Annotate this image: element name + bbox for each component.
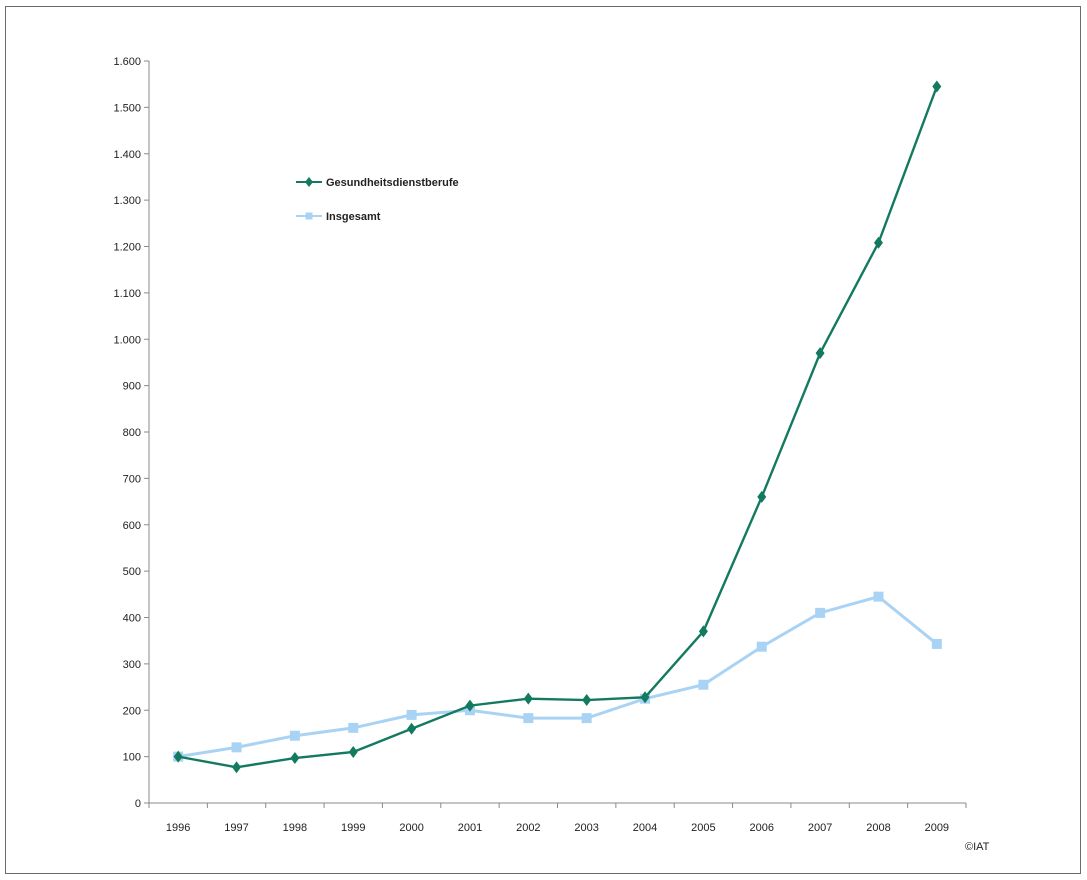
data-point xyxy=(932,80,942,93)
data-point xyxy=(289,730,300,741)
data-point xyxy=(873,236,883,249)
data-point xyxy=(348,722,359,733)
data-point xyxy=(581,713,592,724)
y-tick-label: 400 xyxy=(123,613,141,625)
data-point xyxy=(873,591,884,602)
x-tick-label: 1998 xyxy=(283,822,307,834)
data-point xyxy=(931,638,942,649)
data-point xyxy=(815,347,825,360)
y-tick-label: 1.500 xyxy=(113,102,141,114)
data-point xyxy=(465,699,475,712)
data-point xyxy=(815,607,826,618)
series-line xyxy=(177,86,938,769)
chart-frame xyxy=(5,6,1081,874)
data-point xyxy=(290,752,300,765)
y-tick-label: 300 xyxy=(123,659,141,671)
series-line xyxy=(177,594,938,759)
y-axis: 0 100 200 300 400 500 600 700 800 900 1.000 1.100 1.… xyxy=(113,56,150,810)
data-point xyxy=(523,713,534,724)
y-tick-label: 600 xyxy=(123,520,141,532)
x-tick-label: 2009 xyxy=(925,822,949,834)
data-point xyxy=(348,745,358,758)
data-point xyxy=(640,691,650,704)
data-point xyxy=(406,709,417,720)
legend-label: Gesundheitsdienstberufe xyxy=(326,177,459,189)
y-tick-label: 1.600 xyxy=(113,56,141,68)
x-tick-label: 1997 xyxy=(224,822,248,834)
legend-label: Insgesamt xyxy=(326,211,381,223)
y-tick-label: 1.400 xyxy=(113,149,141,161)
credit-text: ©IAT xyxy=(965,841,990,853)
y-tick-label: 500 xyxy=(123,566,141,578)
data-point xyxy=(757,490,767,503)
x-tick-label: 2002 xyxy=(516,822,540,834)
x-tick-label: 2005 xyxy=(691,822,715,834)
data-point xyxy=(698,625,708,638)
x-tick-label: 2004 xyxy=(633,822,657,834)
x-tick-label: 2000 xyxy=(399,822,423,834)
y-tick-label: 0 xyxy=(135,798,141,810)
data-point xyxy=(756,641,767,652)
y-tick-label: 1.000 xyxy=(113,334,141,346)
data-point xyxy=(407,722,417,735)
legend-marker xyxy=(305,177,313,187)
y-tick-label: 200 xyxy=(123,705,141,717)
x-tick-label: 2008 xyxy=(866,822,890,834)
y-tick-label: 1.100 xyxy=(113,288,141,300)
data-point xyxy=(173,750,183,763)
data-point xyxy=(231,742,242,753)
legend-marker xyxy=(305,212,313,220)
series-insgesamt xyxy=(173,591,942,762)
y-tick-label: 1.300 xyxy=(113,195,141,207)
x-tick-label: 1996 xyxy=(166,822,190,834)
data-point xyxy=(232,761,242,774)
data-point xyxy=(698,679,709,690)
legend-item: Insgesamt xyxy=(296,211,381,223)
data-point xyxy=(582,694,592,707)
y-tick-label: 1.200 xyxy=(113,242,141,254)
data-point xyxy=(523,692,533,705)
x-tick-label: 2003 xyxy=(574,822,598,834)
x-axis: 1996 1997 1998 1999 2000 2001 2002 2003 2004 2005… xyxy=(148,802,967,834)
y-tick-label: 800 xyxy=(123,427,141,439)
legend: Gesundheitsdienstberufe Insgesamt xyxy=(296,177,459,223)
y-tick-label: 700 xyxy=(123,473,141,485)
legend-item: Gesundheitsdienstberufe xyxy=(296,177,459,189)
series-layer xyxy=(173,80,942,774)
x-tick-label: 1999 xyxy=(341,822,365,834)
x-tick-label: 2006 xyxy=(750,822,774,834)
y-tick-label: 100 xyxy=(123,752,141,764)
x-tick-label: 2001 xyxy=(458,822,482,834)
y-tick-label: 900 xyxy=(123,381,141,393)
x-tick-label: 2007 xyxy=(808,822,832,834)
series-gesundheitsdienstberufe xyxy=(173,80,942,774)
